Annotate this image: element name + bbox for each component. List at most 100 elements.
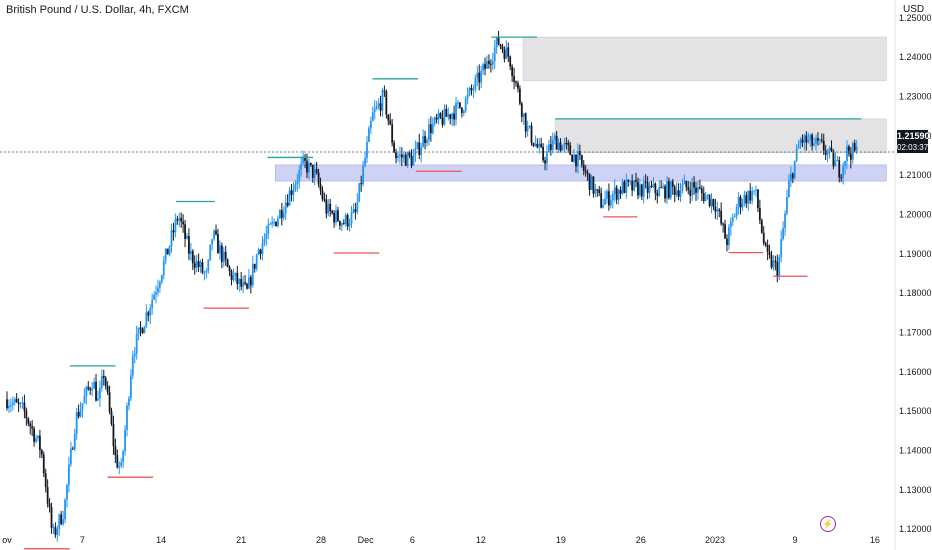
- candles-layer: [6, 30, 858, 542]
- candle-body: [507, 47, 510, 57]
- candle-body: [348, 223, 351, 227]
- time-tick-label: 6: [410, 535, 415, 545]
- candle-body: [213, 230, 215, 240]
- candle-body: [360, 183, 363, 185]
- markers-layer: [24, 36, 862, 550]
- candle-body: [745, 195, 748, 204]
- candle-body: [89, 388, 92, 391]
- currency-label: USD: [903, 4, 925, 15]
- candle-body: [445, 108, 448, 117]
- candle-body: [716, 209, 719, 212]
- candle-body: [650, 185, 653, 187]
- candle-body: [203, 272, 206, 274]
- candle-body: [644, 181, 647, 183]
- candle-body: [193, 263, 196, 268]
- candle-body: [69, 448, 72, 465]
- candle-body: [472, 89, 475, 91]
- candle-body: [818, 139, 821, 141]
- candle-body: [635, 180, 637, 183]
- candle-body: [546, 151, 548, 164]
- candle-body: [753, 190, 755, 192]
- candle-body: [749, 191, 752, 201]
- candle-body: [379, 103, 382, 111]
- candle-body: [441, 117, 444, 125]
- candle-body: [679, 190, 682, 197]
- candle-body: [826, 151, 829, 155]
- candle-body: [619, 189, 622, 194]
- candle-body: [704, 195, 707, 201]
- candle-body: [668, 181, 670, 198]
- candle-body: [491, 60, 494, 65]
- candle-body: [714, 206, 717, 212]
- candle-body: [358, 183, 361, 202]
- candle-body: [706, 194, 709, 196]
- candle-body: [205, 271, 208, 273]
- candle-body: [288, 190, 291, 206]
- candle-body: [828, 147, 831, 152]
- candle-body: [654, 183, 657, 193]
- candle-body: [453, 113, 455, 120]
- candle-body: [799, 139, 802, 147]
- candle-body: [180, 217, 183, 222]
- candle-body: [652, 183, 655, 187]
- candle-body: [37, 435, 39, 439]
- candle-body: [275, 221, 277, 226]
- candle-body: [848, 146, 850, 154]
- price-axis[interactable]: 1.250001.240001.230001.220001.210001.200…: [899, 13, 932, 550]
- candle-body: [23, 402, 26, 411]
- candle-body: [46, 487, 49, 504]
- candle-body: [371, 112, 374, 122]
- candle-body: [418, 142, 421, 156]
- candle-body: [174, 219, 177, 233]
- candle-body: [306, 160, 308, 173]
- candle-body: [40, 450, 43, 455]
- candle-body: [313, 169, 316, 178]
- candle-body: [352, 209, 355, 213]
- candle-body: [253, 263, 256, 269]
- candle-body: [675, 190, 678, 195]
- candle-body: [520, 103, 523, 117]
- candle-body: [544, 160, 546, 164]
- candle-body: [244, 282, 246, 284]
- candle-body: [68, 464, 70, 485]
- candle-body: [116, 455, 119, 468]
- candle-body: [329, 203, 332, 212]
- candle-body: [758, 208, 761, 221]
- candle-body: [294, 184, 297, 190]
- candle-body: [97, 398, 99, 401]
- candle-body: [342, 223, 345, 225]
- candle-body: [557, 142, 560, 150]
- candle-body: [79, 409, 82, 417]
- candle-body: [220, 245, 223, 263]
- candle-body: [422, 136, 425, 148]
- candle-body: [588, 173, 591, 190]
- candle-body: [87, 387, 90, 389]
- candle-body: [277, 218, 279, 226]
- candle-body: [228, 267, 231, 272]
- candle-body: [718, 209, 721, 211]
- candle-body: [188, 236, 190, 254]
- candle-body: [772, 260, 775, 268]
- candle-body: [542, 146, 545, 161]
- candle-body: [50, 507, 53, 528]
- candle-body: [493, 47, 496, 61]
- candle-body: [480, 70, 483, 83]
- candle-body: [578, 151, 581, 156]
- candle-body: [700, 188, 703, 193]
- candle-body: [834, 160, 837, 167]
- candle-body: [31, 426, 34, 429]
- candle-body: [122, 451, 125, 463]
- candle-body: [157, 287, 159, 293]
- candle-body: [346, 215, 349, 227]
- candle-body: [381, 90, 384, 111]
- candle-body: [689, 190, 692, 196]
- candle-body: [215, 230, 217, 235]
- candle-body: [124, 429, 126, 452]
- time-axis[interactable]: ov 7 14 21 28 Dec 6 12 19 26 2023 9 16: [2, 535, 880, 545]
- lightning-icon[interactable]: ⚡: [820, 516, 836, 532]
- candle-body: [606, 191, 608, 199]
- candle-body: [308, 162, 310, 173]
- candle-body: [580, 155, 583, 165]
